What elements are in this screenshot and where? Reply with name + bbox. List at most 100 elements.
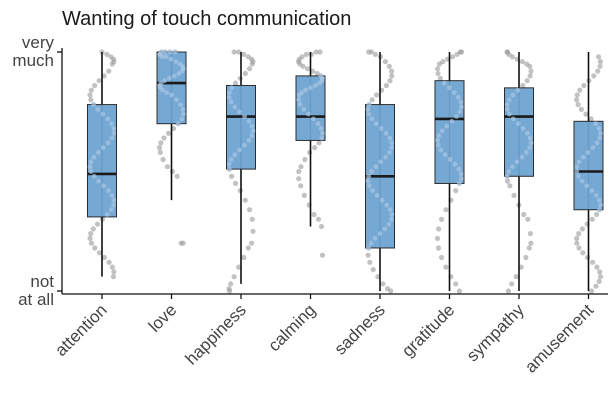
data-point	[450, 54, 456, 60]
data-point	[296, 168, 302, 175]
data-point-on-box	[447, 157, 453, 162]
data-point-on-box	[452, 161, 458, 167]
data-point	[504, 178, 511, 184]
data-point	[111, 269, 117, 275]
data-point-on-box	[109, 135, 115, 141]
data-point	[507, 183, 513, 189]
data-point	[434, 235, 441, 241]
y-tick-label-line: not	[30, 272, 54, 291]
data-point	[439, 216, 445, 222]
data-point-on-box	[174, 97, 179, 103]
data-point-on-box	[168, 56, 174, 62]
x-tick-label-sadness: sadness	[331, 300, 389, 358]
data-point	[311, 211, 317, 218]
data-point	[87, 92, 93, 98]
data-point	[443, 264, 449, 270]
data-point-on-box	[457, 181, 462, 186]
data-point	[578, 106, 585, 112]
data-point-on-box	[237, 147, 242, 153]
data-point	[88, 231, 94, 237]
data-point	[528, 68, 534, 74]
data-point-on-box	[366, 245, 371, 251]
data-point-on-box	[520, 126, 526, 131]
data-point	[110, 274, 116, 280]
data-point-on-box	[111, 126, 117, 131]
data-point-on-box	[439, 128, 445, 134]
data-point-on-box	[458, 99, 464, 105]
data-point	[231, 274, 237, 280]
data-point-on-box	[111, 197, 117, 203]
data-point-on-box	[507, 111, 512, 117]
data-point-on-box	[173, 59, 179, 64]
data-point	[236, 264, 242, 270]
data-point	[596, 278, 602, 284]
data-point-on-box	[88, 169, 94, 174]
data-point	[370, 266, 376, 273]
data-point-on-box	[456, 166, 462, 172]
data-point-on-box	[574, 169, 580, 174]
data-point-on-box	[594, 140, 600, 146]
data-point-on-box	[504, 107, 510, 112]
data-point-on-box	[250, 128, 256, 134]
data-point-on-box	[459, 104, 464, 110]
data-point-on-box	[105, 212, 110, 217]
data-point-on-box	[442, 152, 448, 158]
data-point	[88, 240, 95, 246]
data-point	[303, 51, 309, 58]
data-point	[232, 80, 239, 86]
data-point-on-box	[296, 92, 302, 98]
data-point	[509, 54, 516, 60]
data-point	[590, 259, 596, 265]
data-point-on-box	[369, 116, 375, 122]
data-point	[520, 82, 526, 89]
data-point	[574, 97, 580, 103]
data-point	[437, 75, 443, 81]
data-point-on-box	[584, 183, 590, 189]
y-tick-label-line: much	[12, 51, 54, 70]
data-point-on-box	[442, 80, 447, 86]
data-point-on-box	[515, 121, 521, 127]
data-point-on-box	[167, 49, 173, 55]
data-point	[156, 145, 163, 151]
data-point-on-box	[370, 188, 375, 194]
data-point-on-box	[366, 111, 372, 117]
data-point	[318, 223, 325, 230]
data-point	[577, 87, 583, 93]
data-point-on-box	[384, 202, 390, 208]
data-point	[524, 78, 530, 84]
data-point	[518, 264, 524, 270]
data-point	[456, 288, 462, 294]
data-point-on-box	[227, 166, 232, 172]
data-point-on-box	[593, 193, 599, 198]
data-point	[435, 245, 442, 251]
data-point-on-box	[237, 109, 242, 115]
data-point-on-box	[228, 157, 234, 162]
data-point-on-box	[389, 140, 395, 146]
data-point-on-box	[598, 202, 603, 208]
data-point	[249, 216, 255, 222]
data-point-on-box	[527, 145, 533, 151]
data-point-on-box	[596, 126, 602, 131]
data-point-on-box	[317, 80, 322, 86]
data-point-on-box	[232, 104, 238, 110]
data-point-on-box	[574, 164, 580, 170]
data-point-on-box	[315, 121, 321, 127]
data-point-on-box	[576, 173, 581, 179]
data-point	[232, 180, 239, 186]
data-point	[581, 82, 587, 89]
data-point	[109, 264, 115, 270]
data-point	[246, 66, 253, 72]
data-point-on-box	[301, 107, 307, 112]
x-tick-label-love: love	[145, 300, 180, 335]
data-point	[96, 78, 102, 84]
chart-title: Wanting of touch communication	[62, 8, 352, 30]
data-point-on-box	[365, 107, 371, 112]
data-point-on-box	[228, 99, 234, 105]
data-point	[174, 173, 180, 179]
data-point-on-box	[320, 130, 325, 136]
data-point	[597, 59, 604, 65]
data-point	[241, 254, 247, 261]
data-point	[388, 288, 394, 294]
data-point	[389, 68, 395, 74]
data-point-on-box	[457, 109, 463, 115]
